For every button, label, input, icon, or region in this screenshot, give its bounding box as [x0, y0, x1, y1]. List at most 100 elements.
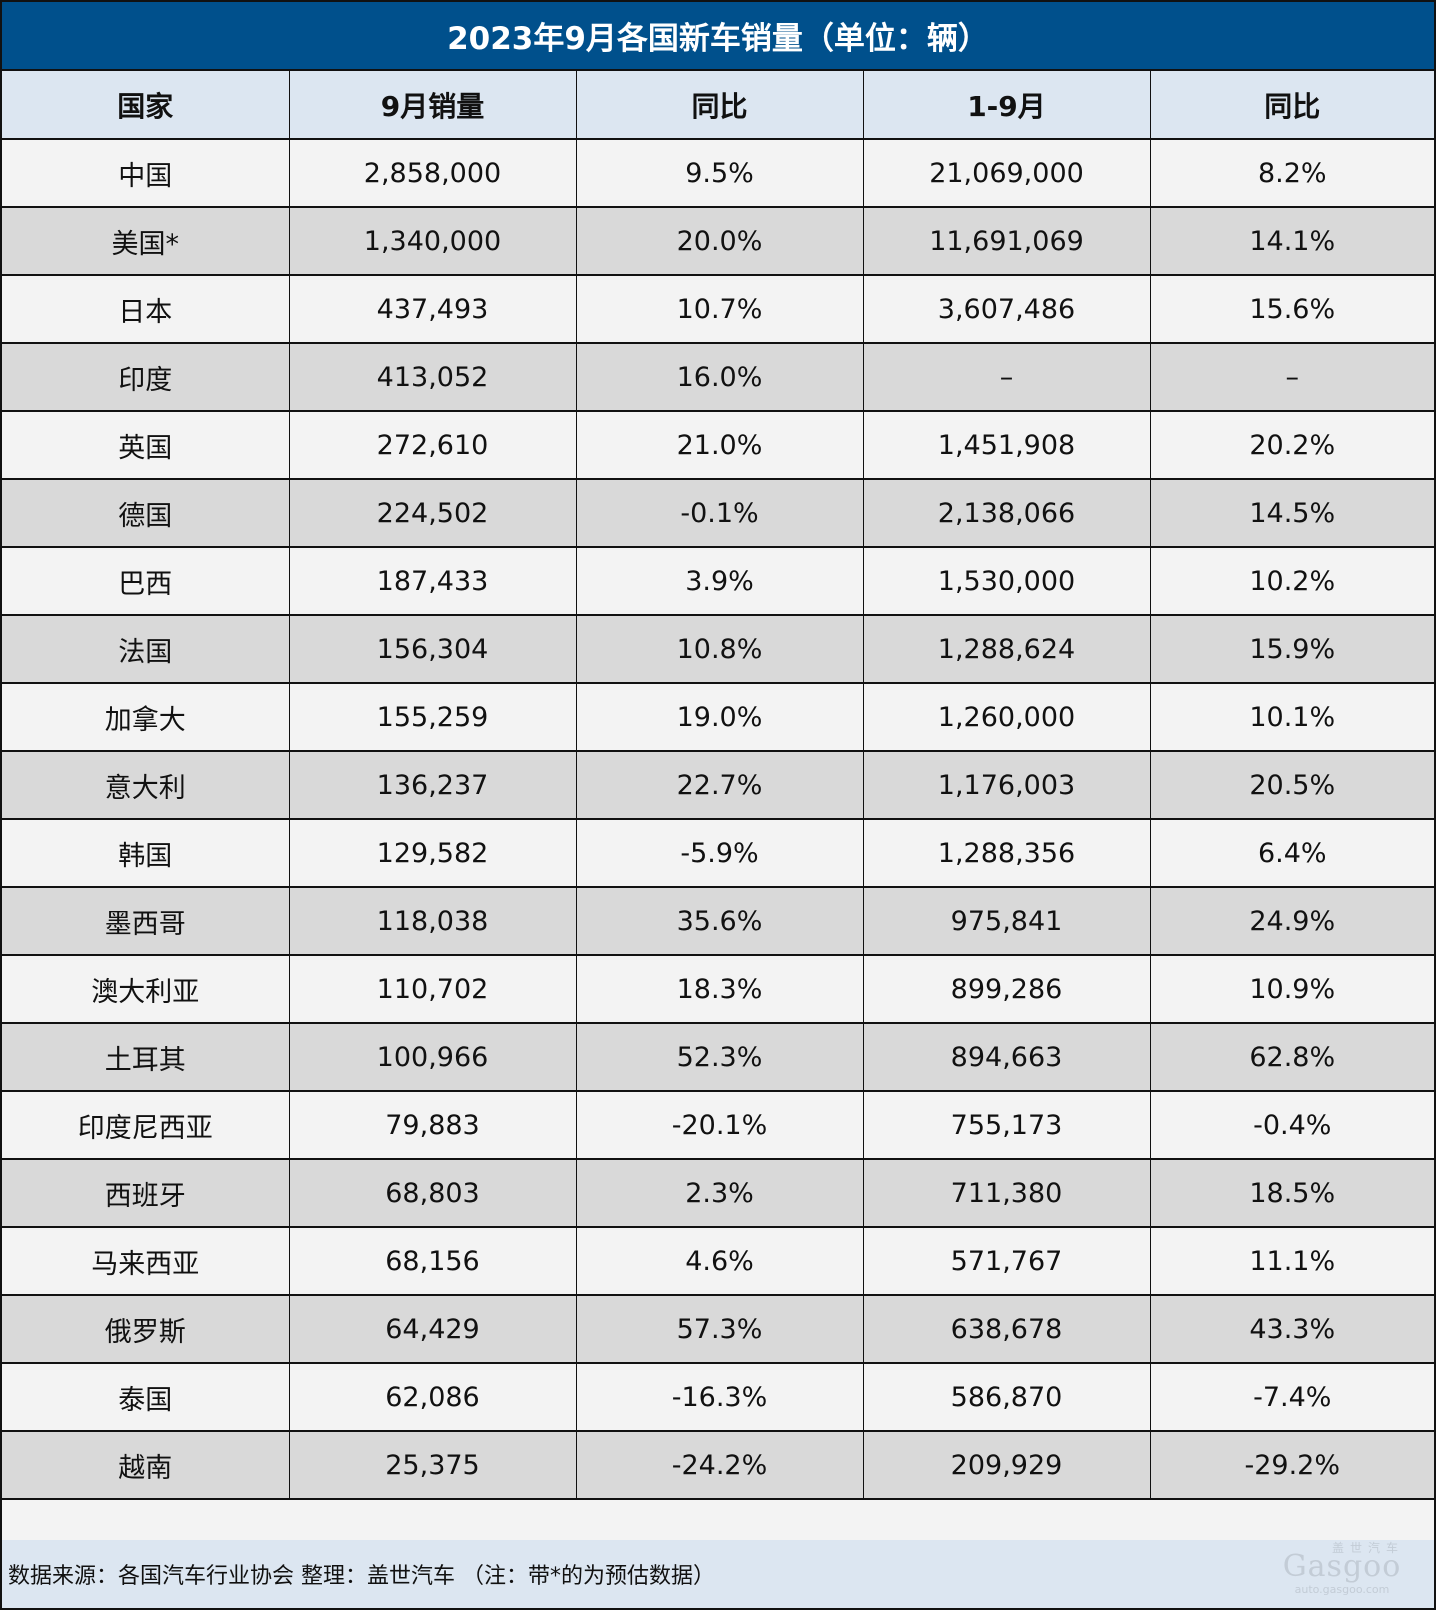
table-row: 巴西 187,433 3.9% 1,530,000 10.2% — [2, 547, 1434, 616]
table-row: 西班牙 68,803 2.3% 711,380 18.5% — [2, 1159, 1434, 1228]
table-title: 2023年9月各国新车销量（单位：辆） — [2, 2, 1434, 71]
cell-ytd-sales: 1,451,908 — [863, 411, 1151, 480]
table-row: 英国 272,610 21.0% 1,451,908 20.2% — [2, 411, 1434, 480]
table-row: 韩国 129,582 -5.9% 1,288,356 6.4% — [2, 819, 1434, 888]
cell-ytd-yoy: 10.1% — [1150, 683, 1434, 752]
cell-sep-yoy: -0.1% — [576, 479, 864, 548]
cell-sep-yoy: 20.0% — [576, 207, 864, 276]
header-sep-sales: 9月销量 — [289, 71, 577, 140]
cell-sep-sales: 64,429 — [289, 1295, 577, 1364]
table-row: 印度 413,052 16.0% – – — [2, 343, 1434, 412]
table-row: 中国 2,858,000 9.5% 21,069,000 8.2% — [2, 139, 1434, 208]
cell-country: 土耳其 — [2, 1023, 290, 1092]
table-row: 意大利 136,237 22.7% 1,176,003 20.5% — [2, 751, 1434, 820]
table-row: 越南 25,375 -24.2% 209,929 -29.2% — [2, 1431, 1434, 1500]
cell-ytd-yoy: 62.8% — [1150, 1023, 1434, 1092]
cell-country: 俄罗斯 — [2, 1295, 290, 1364]
cell-country: 韩国 — [2, 819, 290, 888]
cell-sep-sales: 224,502 — [289, 479, 577, 548]
cell-country: 中国 — [2, 139, 290, 208]
table-row: 法国 156,304 10.8% 1,288,624 15.9% — [2, 615, 1434, 684]
header-ytd-sales: 1-9月 — [863, 71, 1151, 140]
cell-ytd-yoy: 10.2% — [1150, 547, 1434, 616]
cell-ytd-sales: 586,870 — [863, 1363, 1151, 1432]
cell-sep-yoy: -24.2% — [576, 1431, 864, 1500]
watermark-url: auto.gasgoo.com — [1294, 1583, 1390, 1596]
cell-ytd-yoy: 15.9% — [1150, 615, 1434, 684]
cell-ytd-sales: 1,530,000 — [863, 547, 1151, 616]
header-country: 国家 — [2, 71, 290, 140]
cell-sep-yoy: -20.1% — [576, 1091, 864, 1160]
cell-sep-sales: 272,610 — [289, 411, 577, 480]
cell-ytd-yoy: 24.9% — [1150, 887, 1434, 956]
cell-sep-sales: 25,375 — [289, 1431, 577, 1500]
cell-ytd-sales: 975,841 — [863, 887, 1151, 956]
cell-country: 印度 — [2, 343, 290, 412]
table-row: 印度尼西亚 79,883 -20.1% 755,173 -0.4% — [2, 1091, 1434, 1160]
cell-sep-yoy: 9.5% — [576, 139, 864, 208]
cell-ytd-sales: 1,288,356 — [863, 819, 1151, 888]
cell-ytd-yoy: 11.1% — [1150, 1227, 1434, 1296]
sales-table: 国家 9月销量 同比 1-9月 同比 中国 2,858,000 9.5% 21,069… — [2, 71, 1434, 1500]
cell-sep-sales: 62,086 — [289, 1363, 577, 1432]
cell-ytd-yoy: -0.4% — [1150, 1091, 1434, 1160]
cell-ytd-sales: 638,678 — [863, 1295, 1151, 1364]
cell-ytd-sales: 755,173 — [863, 1091, 1151, 1160]
cell-sep-sales: 79,883 — [289, 1091, 577, 1160]
table-row: 俄罗斯 64,429 57.3% 638,678 43.3% — [2, 1295, 1434, 1364]
table-row: 澳大利亚 110,702 18.3% 899,286 10.9% — [2, 955, 1434, 1024]
cell-ytd-sales: 711,380 — [863, 1159, 1151, 1228]
watermark-cn-text: 盖世汽车 — [1331, 1541, 1404, 1555]
cell-sep-sales: 437,493 — [289, 275, 577, 344]
cell-sep-sales: 2,858,000 — [289, 139, 577, 208]
cell-ytd-sales: 3,607,486 — [863, 275, 1151, 344]
cell-ytd-yoy: 20.2% — [1150, 411, 1434, 480]
cell-ytd-yoy: 20.5% — [1150, 751, 1434, 820]
cell-sep-yoy: 57.3% — [576, 1295, 864, 1364]
cell-country: 泰国 — [2, 1363, 290, 1432]
cell-ytd-sales: 894,663 — [863, 1023, 1151, 1092]
cell-ytd-yoy: -29.2% — [1150, 1431, 1434, 1500]
cell-sep-yoy: 10.7% — [576, 275, 864, 344]
table-row: 墨西哥 118,038 35.6% 975,841 24.9% — [2, 887, 1434, 956]
cell-ytd-yoy: – — [1150, 343, 1434, 412]
cell-ytd-sales: 1,288,624 — [863, 615, 1151, 684]
cell-sep-sales: 110,702 — [289, 955, 577, 1024]
cell-ytd-yoy: -7.4% — [1150, 1363, 1434, 1432]
cell-ytd-yoy: 10.9% — [1150, 955, 1434, 1024]
cell-sep-sales: 413,052 — [289, 343, 577, 412]
cell-ytd-yoy: 8.2% — [1150, 139, 1434, 208]
source-note: 数据来源：各国汽车行业协会 整理：盖世汽车 （注：带*的为预估数据） — [8, 1564, 715, 1589]
cell-country: 印度尼西亚 — [2, 1091, 290, 1160]
cell-sep-sales: 187,433 — [289, 547, 577, 616]
header-row: 国家 9月销量 同比 1-9月 同比 — [2, 71, 1434, 140]
cell-ytd-yoy: 6.4% — [1150, 819, 1434, 888]
cell-ytd-yoy: 14.5% — [1150, 479, 1434, 548]
cell-country: 意大利 — [2, 751, 290, 820]
cell-ytd-sales: 571,767 — [863, 1227, 1151, 1296]
cell-country: 越南 — [2, 1431, 290, 1500]
cell-country: 加拿大 — [2, 683, 290, 752]
cell-country: 德国 — [2, 479, 290, 548]
table-row: 马来西亚 68,156 4.6% 571,767 11.1% — [2, 1227, 1434, 1296]
cell-sep-yoy: 21.0% — [576, 411, 864, 480]
cell-sep-yoy: 19.0% — [576, 683, 864, 752]
cell-sep-yoy: 2.3% — [576, 1159, 864, 1228]
cell-country: 墨西哥 — [2, 887, 290, 956]
cell-ytd-sales: – — [863, 343, 1151, 412]
cell-ytd-sales: 21,069,000 — [863, 139, 1151, 208]
cell-sep-sales: 155,259 — [289, 683, 577, 752]
cell-country: 法国 — [2, 615, 290, 684]
cell-country: 马来西亚 — [2, 1227, 290, 1296]
cell-ytd-sales: 2,138,066 — [863, 479, 1151, 548]
cell-ytd-sales: 1,260,000 — [863, 683, 1151, 752]
cell-sep-yoy: 35.6% — [576, 887, 864, 956]
table-row: 土耳其 100,966 52.3% 894,663 62.8% — [2, 1023, 1434, 1092]
cell-ytd-sales: 899,286 — [863, 955, 1151, 1024]
cell-country: 英国 — [2, 411, 290, 480]
gasgoo-watermark: 盖世汽车 Gasgoo auto.gasgoo.com — [1272, 1542, 1412, 1598]
cell-sep-yoy: 10.8% — [576, 615, 864, 684]
cell-sep-yoy: 52.3% — [576, 1023, 864, 1092]
cell-sep-yoy: 22.7% — [576, 751, 864, 820]
